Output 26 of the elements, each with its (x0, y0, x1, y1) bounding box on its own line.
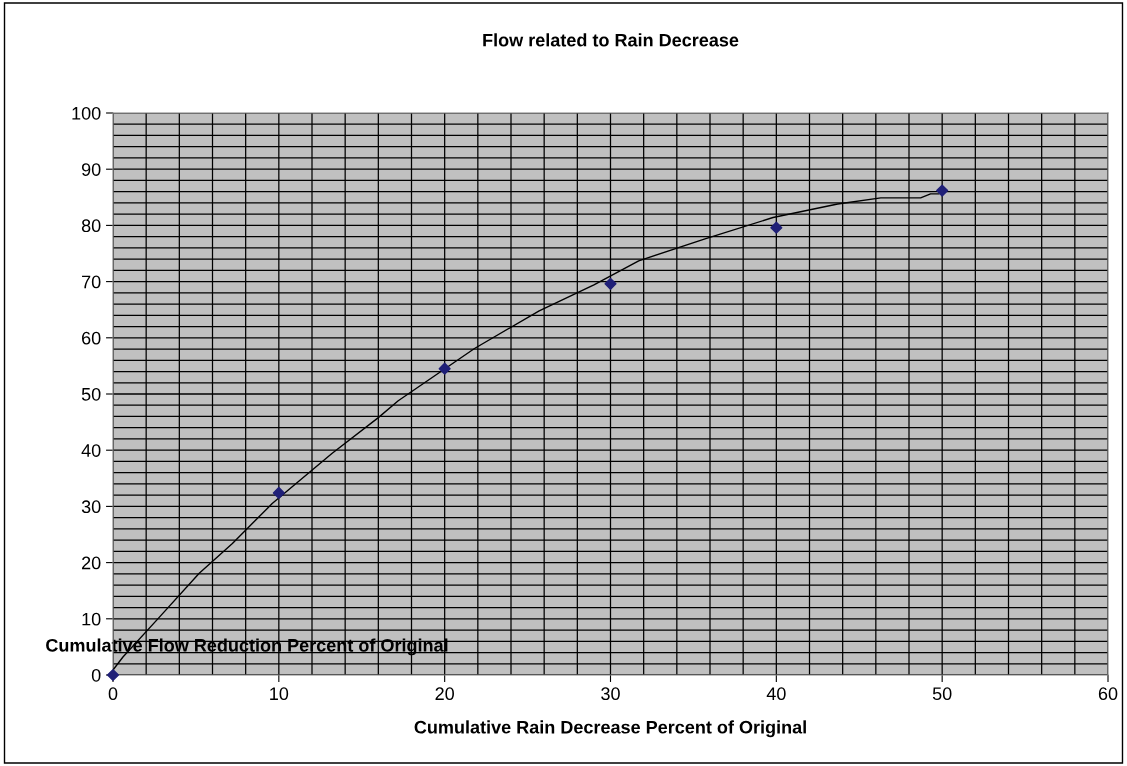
x-tick-label: 30 (601, 687, 620, 701)
x-tick-label: 10 (270, 687, 289, 701)
point (106, 668, 120, 682)
x-tick-label: 20 (435, 687, 454, 701)
y-tick-label: 20 (82, 556, 101, 570)
x-tick-label: 0 (108, 687, 118, 701)
y-tick-label: 0 (91, 668, 101, 682)
x-tick-label: 60 (1098, 687, 1118, 701)
point (936, 184, 949, 197)
point (438, 362, 451, 375)
point (770, 221, 783, 234)
point (272, 486, 285, 499)
point (604, 277, 617, 290)
x-axis-title: Cumulative Rain Decrease Percent of Original (414, 720, 806, 738)
y-tick-label: 100 (72, 106, 101, 120)
chart-title: Flow related to Rain Decrease (483, 33, 739, 47)
x-tick-label: 40 (766, 687, 786, 701)
y-tick-label: 90 (81, 163, 101, 176)
y-tick-label: 40 (81, 444, 101, 457)
y-tick-label: 50 (81, 387, 101, 401)
y-tick-label: 10 (82, 612, 101, 626)
y-tick-label: 80 (81, 219, 101, 233)
y-tick-label: 60 (82, 331, 101, 345)
x-tick-label: 50 (932, 687, 952, 701)
y-tick-label: 70 (82, 275, 101, 289)
y-tick-label: 30 (81, 500, 101, 514)
